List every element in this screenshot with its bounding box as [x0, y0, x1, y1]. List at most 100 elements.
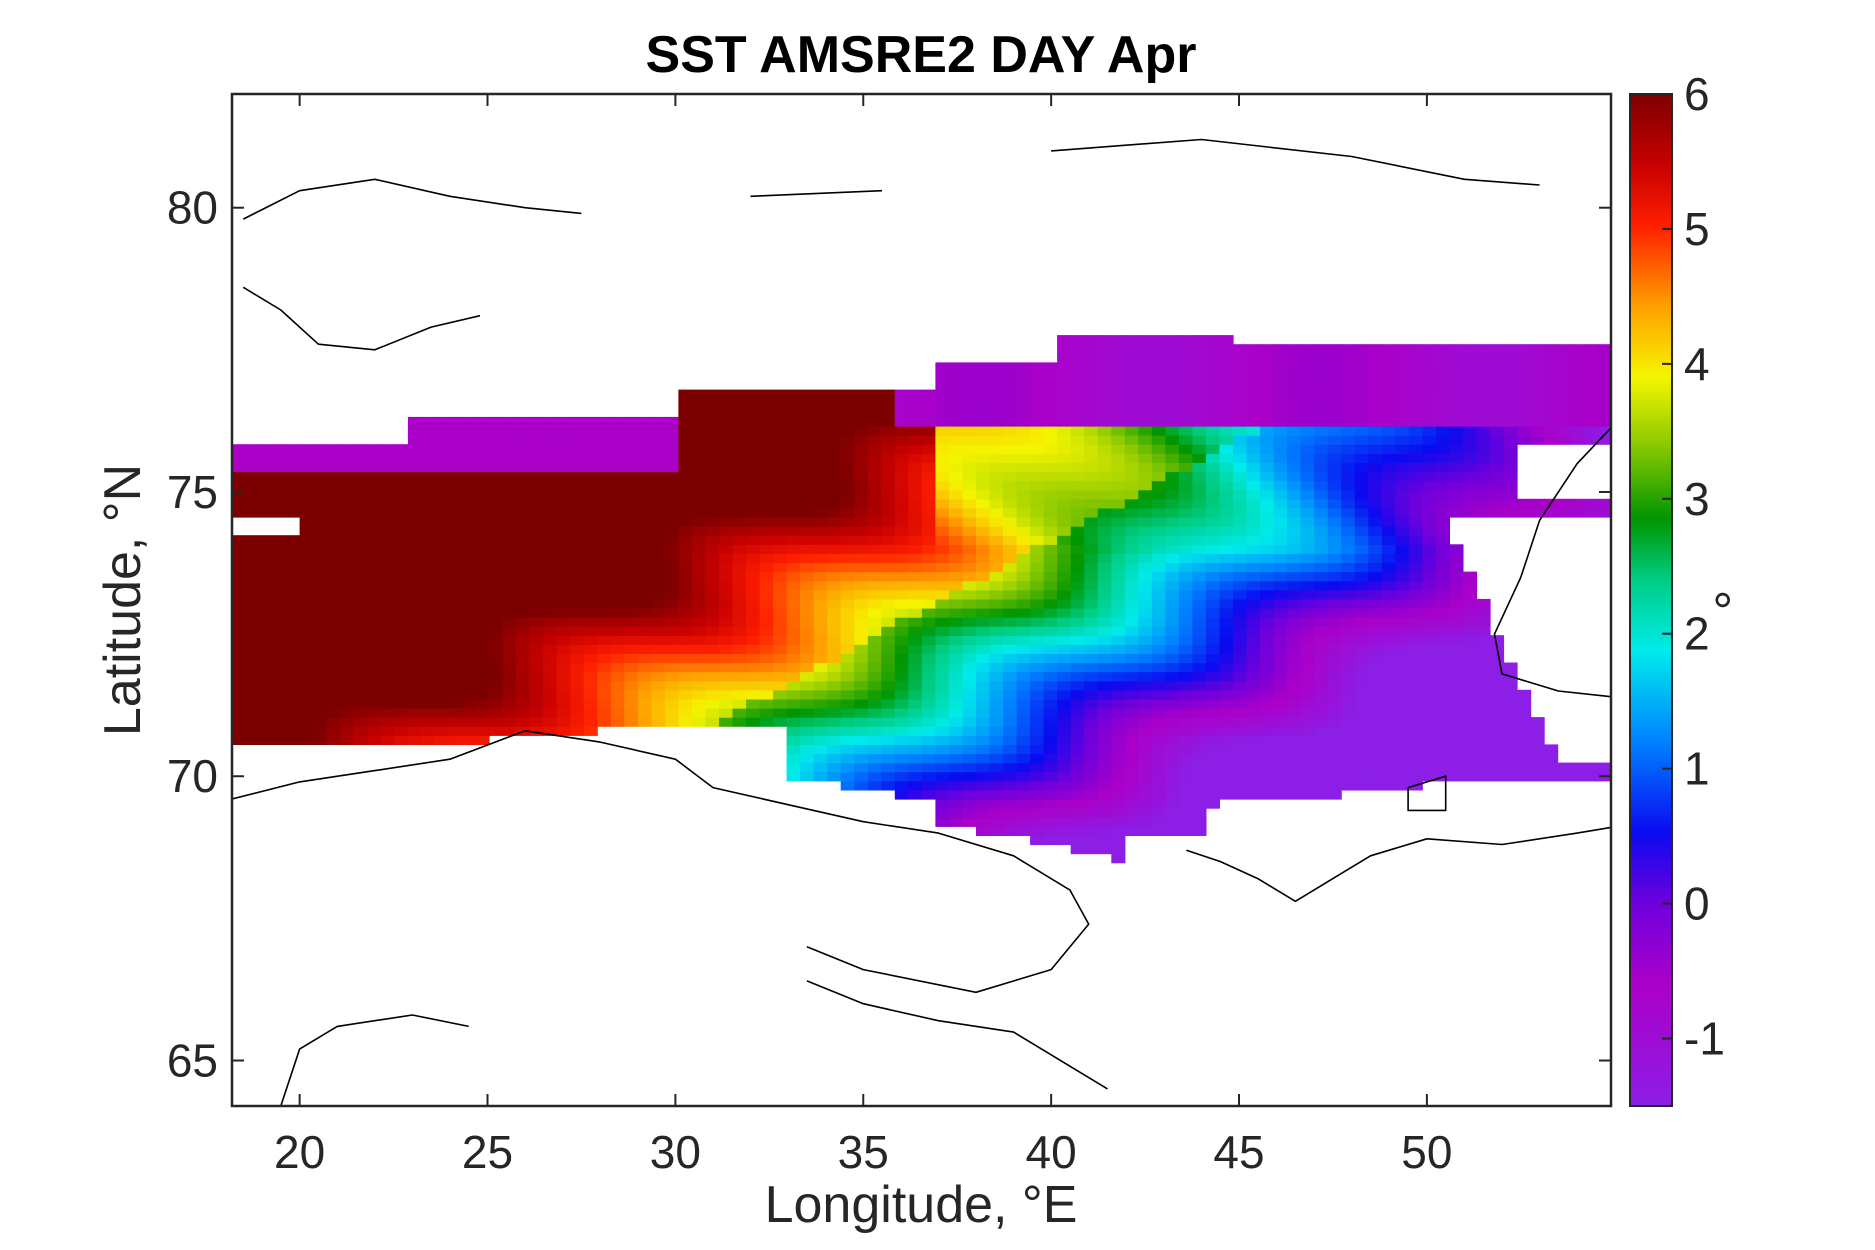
sst-cell	[1327, 353, 1342, 363]
sst-cell	[1408, 571, 1423, 582]
sst-cell	[719, 653, 734, 664]
sst-cell	[448, 708, 463, 718]
colorbar-tick-label: 1	[1684, 743, 1710, 795]
sst-cell	[1517, 717, 1532, 727]
sst-cell	[1003, 689, 1018, 700]
sst-cell	[1381, 735, 1396, 745]
sst-cell	[1341, 435, 1356, 445]
sst-cell	[827, 762, 842, 773]
sst-cell	[489, 435, 504, 445]
sst-cell	[1273, 626, 1288, 636]
sst-cell	[1273, 462, 1288, 473]
sst-cell	[1395, 617, 1410, 627]
sst-cell	[1260, 589, 1275, 600]
sst-cell	[1070, 426, 1085, 436]
sst-cell	[1030, 735, 1045, 745]
sst-cell	[1260, 708, 1275, 718]
sst-cell	[1219, 453, 1234, 463]
sst-cell	[502, 571, 517, 582]
sst-cell	[854, 671, 869, 682]
sst-cell	[570, 689, 585, 700]
sst-cell	[1557, 353, 1572, 363]
sst-cell	[1327, 416, 1342, 427]
sst-cell	[800, 398, 815, 409]
sst-cell	[1463, 416, 1478, 427]
sst-cell	[286, 635, 301, 645]
sst-cell	[786, 735, 801, 745]
sst-cell	[1273, 780, 1288, 791]
sst-cell	[1300, 380, 1315, 391]
sst-cell	[678, 689, 693, 700]
sst-cell	[489, 480, 504, 491]
sst-cell	[719, 671, 734, 682]
sst-cell	[678, 435, 693, 445]
sst-cell	[1233, 562, 1248, 573]
sst-cell	[921, 717, 936, 727]
sst-cell	[1138, 371, 1153, 382]
sst-cell	[976, 826, 991, 836]
sst-cell	[421, 544, 436, 554]
sst-cell	[1314, 744, 1329, 755]
sst-cell	[232, 480, 247, 491]
sst-cell	[462, 562, 477, 573]
sst-cell	[1097, 789, 1112, 800]
sst-cell	[1219, 780, 1234, 791]
sst-cell	[746, 407, 761, 418]
sst-cell	[827, 635, 842, 645]
sst-cell	[948, 680, 963, 691]
sst-cell	[664, 426, 679, 436]
sst-cell	[1057, 507, 1072, 518]
sst-cell	[1192, 380, 1207, 391]
sst-cell	[475, 562, 490, 573]
sst-cell	[813, 626, 828, 636]
sst-cell	[908, 389, 923, 400]
sst-cell	[1314, 671, 1329, 682]
sst-cell	[759, 498, 774, 509]
sst-cell	[1057, 353, 1072, 363]
sst-cell	[840, 480, 855, 491]
sst-cell	[1273, 416, 1288, 427]
sst-cell	[232, 698, 247, 709]
sst-cell	[813, 426, 828, 436]
sst-cell	[610, 526, 625, 536]
sst-cell	[380, 671, 395, 682]
sst-cell	[502, 426, 517, 436]
sst-cell	[1463, 398, 1478, 409]
sst-cell	[867, 471, 882, 482]
sst-cell	[948, 726, 963, 736]
sst-cell	[1151, 808, 1166, 818]
sst-cell	[448, 571, 463, 582]
sst-cell	[448, 435, 463, 445]
sst-cell	[935, 535, 950, 545]
sst-cell	[867, 562, 882, 573]
sst-cell	[1138, 398, 1153, 409]
sst-cell	[1408, 517, 1423, 527]
sst-cell	[1097, 553, 1112, 564]
sst-cell	[813, 753, 828, 764]
sst-cell	[705, 626, 720, 636]
sst-cell	[1124, 680, 1139, 691]
sst-cell	[1138, 780, 1153, 791]
sst-cell	[1490, 717, 1505, 727]
sst-cell	[867, 416, 882, 427]
sst-cell	[1165, 589, 1180, 600]
sst-cell	[746, 535, 761, 545]
sst-cell	[1030, 808, 1045, 818]
sst-cell	[434, 717, 449, 727]
sst-cell	[732, 589, 747, 600]
sst-cell	[1381, 435, 1396, 445]
sst-cell	[1341, 735, 1356, 745]
sst-cell	[1381, 617, 1396, 627]
sst-cell	[813, 717, 828, 727]
sst-cell	[1273, 653, 1288, 664]
colorbar-tick-label: 2	[1684, 608, 1710, 660]
sst-cell	[1124, 498, 1139, 509]
sst-cell	[1097, 662, 1112, 673]
sst-cell	[800, 617, 815, 627]
sst-cell	[1057, 489, 1072, 500]
sst-cell	[948, 498, 963, 509]
sst-cell	[1111, 644, 1126, 654]
sst-cell	[340, 662, 355, 673]
sst-cell	[691, 389, 706, 400]
sst-cell	[1070, 416, 1085, 427]
